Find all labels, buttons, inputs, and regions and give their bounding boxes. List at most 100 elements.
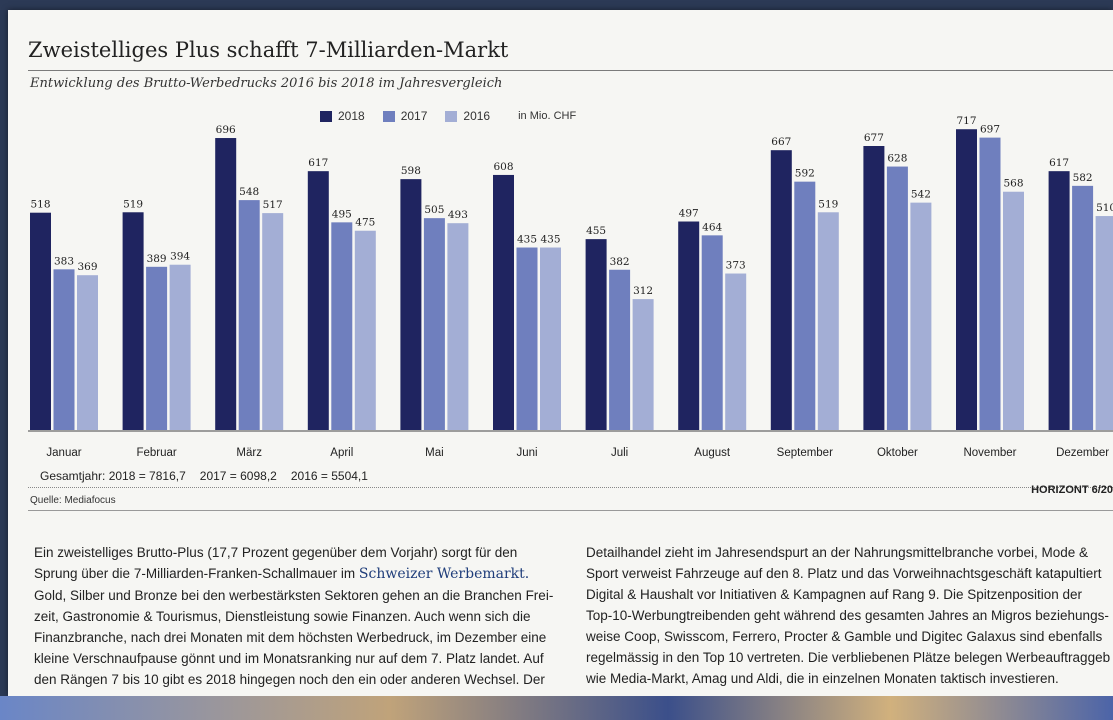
data-label: 495 bbox=[332, 208, 352, 220]
bar-2016-September bbox=[817, 212, 839, 430]
data-label: 505 bbox=[424, 204, 444, 216]
chart-legend: 2018 2017 2016 in Mio. CHF bbox=[320, 108, 576, 124]
data-label: 455 bbox=[586, 225, 606, 237]
chart-title: Zweistelliges Plus schafft 7-Milliarden-… bbox=[28, 38, 509, 62]
article-line: wie Media-Markt, Amag und Aldi, die in e… bbox=[586, 671, 1059, 686]
bar-2016-April bbox=[354, 230, 376, 430]
bar-2018-Februar bbox=[122, 212, 144, 430]
bar-2017-Januar bbox=[53, 269, 75, 430]
bar-2018-April bbox=[307, 171, 329, 430]
x-tick-label: November bbox=[963, 447, 1016, 459]
total-2016: 2016 = 5504,1 bbox=[290, 469, 368, 483]
data-label: 383 bbox=[54, 255, 74, 267]
bar-2018-Juni bbox=[493, 174, 514, 430]
legend-swatch-2016 bbox=[445, 110, 458, 122]
title-divider bbox=[28, 70, 1113, 71]
bar-2017-August bbox=[701, 235, 723, 430]
legend-swatch-2018 bbox=[320, 110, 332, 122]
data-label: 519 bbox=[818, 198, 838, 210]
x-tick-label: Januar bbox=[46, 447, 81, 459]
article-line: Detailhandel zieht im Jahresendspurt an … bbox=[586, 545, 1089, 560]
data-label: 497 bbox=[679, 208, 699, 220]
article-line: zeit, Gastronomie & Tourismus, Dienstlei… bbox=[34, 609, 531, 624]
data-label: 435 bbox=[540, 234, 560, 246]
source-divider bbox=[28, 510, 1113, 511]
data-label: 548 bbox=[239, 186, 259, 198]
bar-2016-Juli bbox=[632, 299, 654, 430]
article-line: weise Coop, Swisscom, Ferrero, Procter &… bbox=[586, 629, 1103, 644]
bar-2017-Juli bbox=[609, 269, 631, 430]
data-label: 435 bbox=[517, 234, 537, 246]
bar-2017-Juni bbox=[516, 247, 538, 430]
bar-2017-November bbox=[979, 137, 1001, 430]
legend-item-2018: 2018 bbox=[320, 109, 365, 123]
bar-2016-Mai bbox=[447, 223, 469, 430]
data-label: 697 bbox=[980, 124, 1000, 136]
bar-2016-Juni bbox=[540, 247, 561, 430]
bar-2016-März bbox=[262, 213, 284, 430]
article-line: Ein zweistelliges Brutto-Plus (17,7 Proz… bbox=[34, 545, 518, 560]
bar-2018-August bbox=[678, 221, 700, 430]
data-label: 617 bbox=[308, 157, 328, 169]
legend-label-2017: 2017 bbox=[400, 109, 428, 123]
bar-2016-Januar bbox=[77, 275, 98, 430]
data-label: 582 bbox=[1073, 172, 1093, 184]
data-label: 717 bbox=[956, 115, 976, 127]
data-label: 493 bbox=[448, 209, 468, 221]
legend-swatch-2017 bbox=[382, 110, 395, 122]
article-line: Gold, Silber und Bronze bei den werbestä… bbox=[34, 588, 554, 603]
bar-2018-November bbox=[956, 129, 977, 430]
data-label: 389 bbox=[147, 253, 167, 265]
bar-2018-März bbox=[215, 138, 237, 430]
legend-label-2018: 2018 bbox=[338, 109, 365, 123]
article-line: Sport verweist Fahrzeuge auf den 8. Plat… bbox=[586, 566, 1102, 581]
x-tick-label: Mai bbox=[425, 447, 444, 459]
article-line: Sprung über die 7-Milliarden-Franken-Sch… bbox=[34, 563, 574, 585]
bar-2017-Mai bbox=[423, 218, 445, 430]
bar-2016-Oktober bbox=[910, 202, 932, 430]
background-strip bbox=[0, 696, 1113, 720]
bar-2016-November bbox=[1003, 191, 1024, 430]
article-line: den Rängen 7 bis 10 gibt es 2018 hingege… bbox=[34, 672, 545, 687]
bar-2017-April bbox=[331, 222, 353, 430]
data-label: 617 bbox=[1049, 157, 1069, 169]
data-label: 312 bbox=[633, 285, 653, 297]
magazine-page: Zweistelliges Plus schafft 7-Milliarden-… bbox=[8, 10, 1113, 696]
data-label: 394 bbox=[170, 251, 190, 263]
chart-subtitle: Entwicklung des Brutto-Werbedrucks 2016 … bbox=[30, 76, 503, 91]
data-label: 677 bbox=[864, 132, 884, 144]
x-tick-label: Oktober bbox=[877, 447, 918, 459]
data-label: 464 bbox=[702, 221, 722, 233]
data-label: 608 bbox=[493, 161, 513, 173]
data-label: 518 bbox=[30, 199, 50, 211]
data-label: 667 bbox=[771, 136, 791, 148]
article-line: regelmässig in den Top 10 vertreten. Die… bbox=[586, 650, 1111, 665]
data-label: 542 bbox=[911, 189, 931, 201]
data-label: 475 bbox=[355, 217, 375, 229]
bar-2017-Februar bbox=[146, 266, 168, 430]
bar-2017-März bbox=[238, 200, 260, 430]
annual-totals: Gesamtjahr: 2018 = 7816,7 2017 = 6098,2 … bbox=[40, 469, 382, 483]
article-line: Top-10-Werbungtreibenden geht während de… bbox=[586, 608, 1109, 623]
data-label: 592 bbox=[795, 168, 815, 180]
publication-badge: HORIZONT 6/20 bbox=[1031, 484, 1113, 496]
legend-item-2017: 2017 bbox=[382, 109, 428, 123]
article-line: Digital & Haushalt vor Initiativen & Kam… bbox=[586, 587, 1083, 602]
bar-2018-Januar bbox=[30, 212, 51, 430]
data-label: 369 bbox=[77, 261, 97, 273]
bar-2016-Dezember bbox=[1095, 216, 1113, 430]
legend-unit: in Mio. CHF bbox=[518, 110, 577, 122]
legend-item-2016: 2016 bbox=[445, 109, 490, 123]
bar-2017-September bbox=[794, 181, 816, 430]
x-tick-label: März bbox=[236, 447, 262, 459]
totals-divider bbox=[28, 487, 1113, 488]
x-tick-label: Dezember bbox=[1056, 447, 1109, 459]
x-tick-label: April bbox=[330, 447, 353, 459]
article-column-right: Detailhandel zieht im Jahresendspurt an … bbox=[586, 542, 1113, 689]
bar-2016-Februar bbox=[169, 264, 191, 430]
legend-label-2016: 2016 bbox=[463, 109, 491, 123]
article-column-left: Ein zweistelliges Brutto-Plus (17,7 Proz… bbox=[34, 542, 574, 690]
article-line: Finanzbranche, nach drei Monaten mit dem… bbox=[34, 630, 547, 645]
bar-2018-Oktober bbox=[863, 145, 885, 430]
bar-2018-Mai bbox=[400, 179, 422, 430]
